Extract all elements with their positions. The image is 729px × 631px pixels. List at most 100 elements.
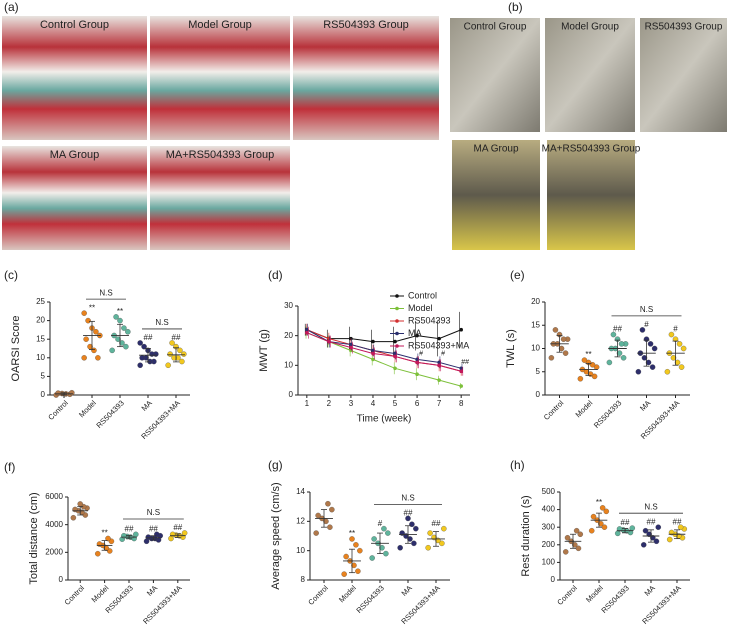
data-point [149, 351, 155, 357]
y-tick-label: 10 [296, 546, 305, 555]
data-point [393, 351, 397, 356]
panel-label: (c) [4, 268, 18, 282]
data-point [113, 314, 119, 320]
y-tick-label: 15 [36, 334, 45, 343]
significance-label: ## [613, 325, 622, 334]
y-tick-label: 5 [41, 372, 46, 381]
image-label: Control Group [464, 22, 527, 33]
y-tick-label: 0 [551, 575, 556, 584]
data-point [95, 355, 101, 361]
series-line [306, 332, 462, 372]
data-point [371, 348, 375, 353]
y-tick-label: 0 [41, 390, 46, 399]
data-point [105, 535, 111, 542]
significance-label: ** [349, 529, 355, 538]
data-point [169, 340, 175, 346]
image-label: MA+RS504393 Group [542, 144, 641, 155]
data-point [649, 364, 656, 370]
data-point [181, 530, 188, 536]
data-point [91, 347, 97, 354]
y-tick-label: 10 [284, 360, 293, 369]
data-point [343, 553, 349, 560]
data-point [562, 350, 569, 356]
y-tick-label: 20 [531, 297, 540, 306]
data-point [315, 512, 321, 519]
data-point [618, 341, 625, 347]
data-point [341, 571, 347, 577]
data-point [616, 350, 623, 356]
data-point [651, 345, 658, 352]
data-point [459, 384, 463, 388]
x-tick-label: Model [574, 398, 595, 419]
legend-label: Model [408, 303, 433, 313]
data-point [81, 355, 87, 361]
x-tick-label: RS504393 [94, 398, 125, 429]
data-point [411, 540, 417, 547]
data-point [668, 529, 675, 536]
legend-marker [395, 306, 399, 311]
panel-label: (f) [4, 460, 15, 474]
data-point [119, 340, 125, 346]
y-tick-label: 5 [536, 367, 541, 376]
legend-label: RS504393+MA [408, 340, 469, 350]
bracket-label: N.S [147, 508, 160, 517]
data-point [572, 542, 578, 548]
data-point [349, 536, 355, 542]
data-point [167, 351, 173, 357]
x-tick-label: Control [542, 398, 566, 422]
data-point [355, 568, 361, 574]
data-point [121, 325, 127, 331]
histology-image [150, 16, 290, 140]
legend-marker [395, 344, 399, 348]
x-tick-label: RS504393 [599, 583, 630, 614]
y-tick-label: 300 [542, 522, 556, 531]
x-tick-label: Model [77, 398, 98, 419]
data-point [666, 536, 673, 543]
data-point [393, 354, 397, 359]
data-point [639, 327, 646, 333]
y-tick-label: 14 [296, 487, 305, 496]
data-point [85, 317, 91, 324]
data-point [664, 368, 671, 375]
y-tick-label: 4000 [45, 520, 63, 529]
data-point [642, 527, 649, 534]
y-tick-label: 0 [59, 575, 64, 584]
significance-label: # [644, 320, 649, 329]
image-label: Control Group [40, 19, 109, 31]
data-point [405, 515, 411, 522]
data-point [558, 345, 565, 352]
y-tick-label: 200 [542, 540, 556, 549]
data-point [425, 544, 431, 551]
bracket-label: N.S [155, 318, 168, 327]
y-tick-label: 2000 [45, 547, 63, 556]
data-point [77, 501, 83, 507]
data-point [357, 547, 363, 554]
significance-label: ## [125, 524, 134, 533]
significance-label: # [378, 519, 383, 528]
bracket-label: N.S [99, 288, 112, 297]
y-axis-label: Rest duration (s) [520, 495, 532, 576]
image-label: RS504393 Group [323, 19, 409, 31]
significance-label: ** [89, 303, 95, 312]
y-tick-label: 8 [301, 575, 306, 584]
joint-photo [450, 18, 540, 132]
data-point [650, 535, 656, 541]
y-tick-label: 20 [284, 331, 293, 340]
data-point [327, 524, 333, 530]
data-point [588, 527, 595, 534]
significance-label: ## [432, 519, 441, 528]
data-point [353, 542, 359, 548]
data-point [95, 550, 101, 557]
data-point [125, 329, 131, 335]
significance-label: ## [149, 524, 158, 533]
image-label: MA+RS504393 Group [166, 149, 275, 161]
y-tick-label: 400 [542, 505, 556, 514]
data-point [329, 506, 335, 513]
data-point [680, 345, 687, 352]
data-point [139, 355, 145, 361]
significance-label: ## [461, 359, 469, 366]
data-point [668, 331, 675, 338]
x-tick-label: Model [337, 583, 358, 604]
data-point [137, 340, 143, 346]
